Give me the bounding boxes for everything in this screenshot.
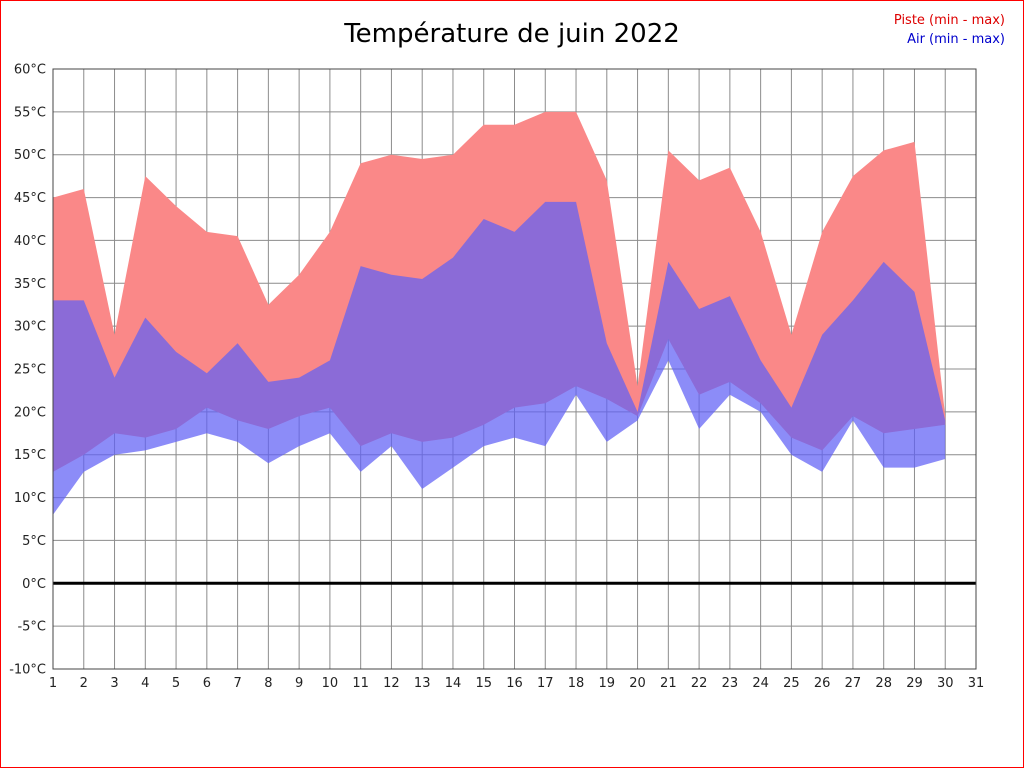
x-tick-label: 17 — [537, 676, 554, 691]
x-tick-label: 18 — [568, 676, 585, 691]
x-tick-label: 3 — [110, 676, 118, 691]
x-tick-label: 13 — [414, 676, 431, 691]
y-tick-label: -10°C — [9, 663, 46, 678]
x-tick-label: 29 — [906, 676, 923, 691]
y-tick-label: 60°C — [14, 63, 46, 78]
x-tick-label: 20 — [629, 676, 646, 691]
y-tick-label: 40°C — [14, 234, 46, 249]
x-tick-label: 7 — [233, 676, 241, 691]
y-tick-label: 25°C — [14, 363, 46, 378]
x-tick-label: 11 — [352, 676, 369, 691]
x-tick-label: 21 — [660, 676, 677, 691]
y-tick-label: 55°C — [14, 105, 46, 120]
x-tick-label: 4 — [141, 676, 149, 691]
y-tick-label: 35°C — [14, 277, 46, 292]
x-tick-label: 10 — [322, 676, 339, 691]
x-tick-label: 1 — [49, 676, 57, 691]
plot-frame — [52, 68, 977, 670]
x-tick-label: 2 — [80, 676, 88, 691]
y-tick-label: 5°C — [22, 534, 46, 549]
y-tick-label: 10°C — [14, 491, 46, 506]
x-tick-label: 12 — [383, 676, 400, 691]
x-tick-label: 9 — [295, 676, 303, 691]
x-tick-label: 5 — [172, 676, 180, 691]
legend-air-label: Air (min - max) — [907, 32, 1005, 47]
y-tick-label: 30°C — [14, 320, 46, 335]
x-tick-label: 30 — [937, 676, 954, 691]
x-tick-label: 19 — [599, 676, 616, 691]
y-tick-label: -5°C — [17, 620, 46, 635]
chart-legend: Piste (min - max) Air (min - max) — [894, 11, 1005, 49]
air-band — [53, 201, 946, 515]
x-tick-label: 25 — [783, 676, 800, 691]
x-tick-label: 8 — [264, 676, 272, 691]
x-tick-label: 16 — [506, 676, 523, 691]
y-tick-label: 50°C — [14, 148, 46, 163]
x-tick-label: 27 — [845, 676, 862, 691]
x-tick-label: 23 — [722, 676, 739, 691]
x-tick-label: 26 — [814, 676, 831, 691]
x-tick-label: 14 — [445, 676, 462, 691]
x-tick-label: 15 — [475, 676, 492, 691]
y-tick-label: 45°C — [14, 191, 46, 206]
legend-piste-label: Piste (min - max) — [893, 13, 1005, 28]
x-tick-label: 24 — [752, 676, 769, 691]
y-tick-label: 0°C — [22, 577, 46, 592]
x-tick-label: 31 — [968, 676, 985, 691]
chart-title: Température de juin 2022 — [344, 19, 680, 49]
x-tick-label: 22 — [691, 676, 708, 691]
x-tick-label: 28 — [875, 676, 892, 691]
y-tick-label: 20°C — [14, 405, 46, 420]
y-tick-label: 15°C — [14, 448, 46, 463]
x-tick-label: 6 — [203, 676, 211, 691]
